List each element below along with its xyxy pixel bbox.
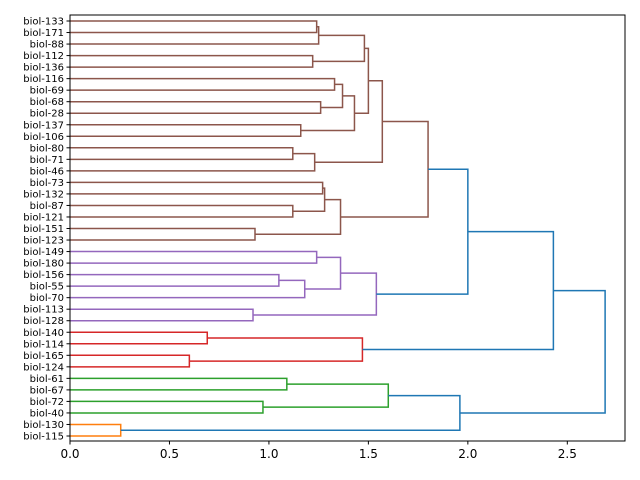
leaf-label: biol-68 [30,97,64,108]
leaf-label: biol-72 [30,397,64,408]
leaf-label: biol-80 [30,143,64,154]
dendrogram-link [70,308,254,322]
dendrogram-link [70,124,302,138]
dendrogram-link [362,230,555,351]
x-tick-label: 1.0 [259,447,278,461]
dendrogram-link [70,54,314,68]
dendrogram-link [70,354,191,368]
dendrogram-link [314,80,384,163]
x-tick-label: 0.5 [160,447,179,461]
leaf-label: biol-132 [23,189,64,200]
leaf-label: biol-165 [23,351,64,362]
dendrogram-link [70,400,264,414]
dendrogram-link [70,227,256,241]
leaf-label: biol-124 [23,362,64,373]
dendrogram-link [70,423,122,437]
dendrogram-link [70,100,322,114]
leaf-label: biol-133 [23,17,64,28]
dendrogram-link [262,383,390,408]
leaf-label: biol-87 [30,201,64,212]
leaf-label: biol-123 [23,236,64,247]
dendrogram-link [354,47,370,114]
leaf-labels: biol-133biol-171biol-88biol-112biol-136b… [23,17,70,443]
leaf-label: biol-71 [30,155,64,166]
leaf-label: biol-67 [30,385,64,396]
dendrogram-link [253,272,378,316]
leaf-label: biol-156 [23,270,64,281]
dendrogram-link [70,273,280,287]
leaf-label: biol-112 [23,51,64,62]
x-tick-label: 1.5 [359,447,378,461]
leaf-label: biol-180 [23,259,64,270]
dendrogram-link [459,289,606,414]
dendrogram-link [70,20,318,34]
dendrogram-link [189,337,364,362]
leaf-label: biol-69 [30,86,64,97]
leaf-label: biol-113 [23,305,64,316]
leaf-label: biol-28 [30,109,64,120]
leaf-label: biol-106 [23,132,64,143]
leaf-label: biol-61 [30,374,64,385]
dendrogram-link [304,256,342,290]
leaf-label: biol-171 [23,28,64,39]
leaf-label: biol-114 [23,339,64,350]
dendrogram-link [340,120,429,218]
leaf-label: biol-137 [23,120,64,131]
leaf-label: biol-40 [30,408,64,419]
x-tick-label: 0.0 [60,447,79,461]
dendrogram-links [70,20,606,437]
leaf-label: biol-128 [23,316,64,327]
leaf-label: biol-73 [30,178,64,189]
leaf-label: biol-70 [30,293,64,304]
x-axis: 0.0 0.5 1.0 1.5 2.0 2.5 [60,441,577,461]
dendrogram-link [70,181,324,195]
leaf-label: biol-140 [23,328,64,339]
leaf-label: biol-136 [23,63,64,74]
leaf-label: biol-115 [23,432,64,443]
leaf-label: biol-88 [30,40,64,51]
dendrogram-link [70,147,294,161]
dendrogram-link [70,152,316,172]
dendrogram-link [70,279,306,299]
dendrogram-link [70,77,336,91]
leaf-label: biol-149 [23,247,64,258]
dendrogram-link [312,34,366,63]
dendrogram-link [292,187,326,212]
leaf-label: biol-55 [30,282,64,293]
leaf-label: biol-151 [23,224,64,235]
dendrogram-link [70,377,288,391]
leaf-label: biol-121 [23,212,64,223]
leaf-label: biol-130 [23,420,64,431]
dendrogram-link [70,204,294,218]
leaf-label: biol-46 [30,166,64,177]
dendrogram-link [70,331,209,345]
dendrogram-link [70,250,318,264]
leaf-label: biol-116 [23,74,64,85]
dendrogram-link [376,168,469,295]
dendrogram-link [70,26,320,45]
x-tick-label: 2.0 [458,447,477,461]
dendrogram-link [320,83,344,109]
x-tick-label: 2.5 [558,447,577,461]
